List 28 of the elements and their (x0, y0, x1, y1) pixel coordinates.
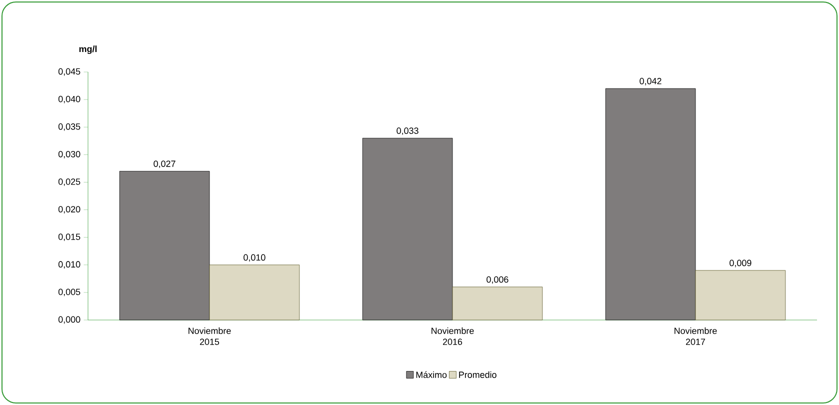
data-label: 0,009 (730, 260, 752, 268)
legend-label: Máximo (416, 371, 447, 378)
bar (209, 264, 300, 320)
y-tick-label: 0,045 (58, 68, 80, 76)
data-label: 0,027 (154, 160, 176, 168)
y-axis-title: mg/l (79, 46, 97, 54)
bar (362, 138, 453, 320)
data-label: 0,033 (396, 128, 418, 135)
y-tick-label: 0,020 (58, 206, 80, 214)
y-tick-label: 0,025 (58, 178, 80, 186)
data-label: 0,042 (640, 78, 662, 86)
bar (695, 270, 786, 320)
data-label: 0,010 (244, 254, 266, 262)
x-tick-label: Noviembre 2017 (674, 327, 717, 345)
y-tick-label: 0,010 (58, 261, 80, 269)
data-label: 0,006 (486, 276, 508, 284)
y-tick-label: 0,000 (58, 316, 80, 324)
y-tick-label: 0,040 (58, 96, 80, 104)
bar (605, 88, 696, 320)
bar (119, 171, 210, 320)
y-tick-label: 0,005 (58, 288, 80, 296)
y-tick-label: 0,030 (58, 150, 80, 158)
y-tick-label: 0,015 (58, 234, 80, 242)
x-tick-label: Noviembre 2015 (188, 327, 231, 345)
bar (452, 286, 543, 320)
y-tick-label: 0,035 (58, 123, 80, 131)
x-tick-label: Noviembre 2016 (432, 327, 474, 345)
legend-label: Promedio (459, 371, 496, 378)
